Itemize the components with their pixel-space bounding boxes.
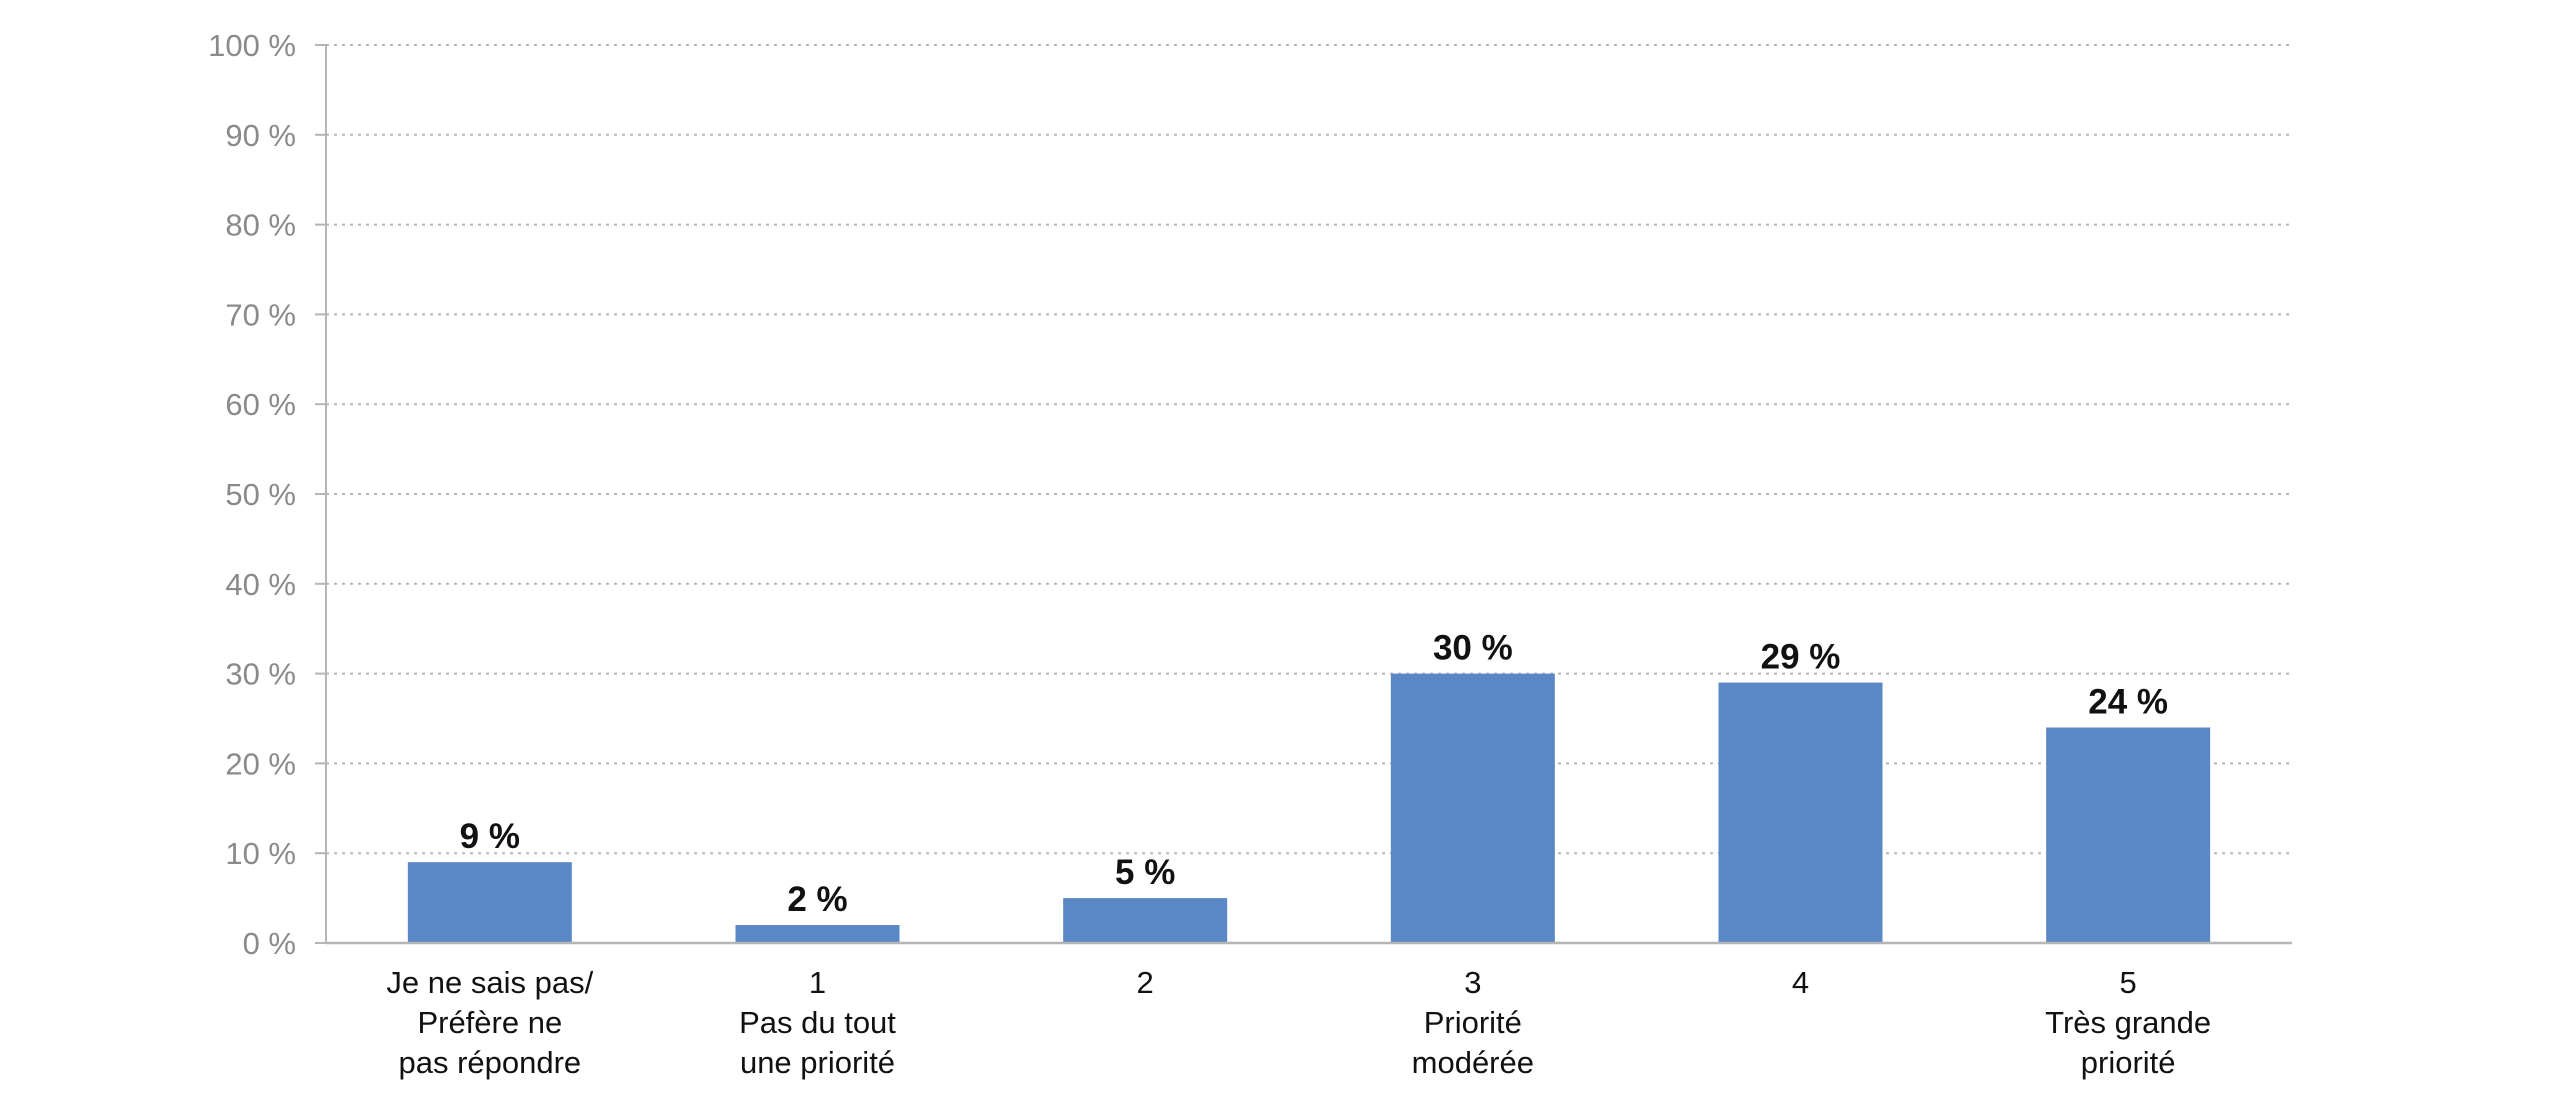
x-axis: Je ne sais pas/Préfère ne pas répondre 1 Pa… bbox=[326, 941, 2292, 1080]
x-category-label-line: une priorité bbox=[740, 1045, 895, 1080]
data-label: 5 % bbox=[1115, 853, 1175, 892]
x-category-label-line: Très grande bbox=[2045, 1005, 2211, 1040]
x-category-label: 5 Très grande priorité bbox=[2045, 965, 2211, 1080]
y-tick-label: 60 % bbox=[225, 387, 296, 422]
bar bbox=[1063, 898, 1228, 943]
data-label: 24 % bbox=[2088, 682, 2168, 721]
bar bbox=[407, 862, 572, 943]
data-label: 9 % bbox=[460, 817, 520, 856]
y-tick-label: 0 % bbox=[243, 926, 296, 961]
x-category-label-line: 4 bbox=[1792, 965, 1809, 1000]
x-category-label-line: 3 bbox=[1464, 965, 1481, 1000]
bars: 9 % 2 % 5 % 30 % 29 % 24 % bbox=[407, 629, 2211, 943]
y-tick-label: 50 % bbox=[225, 477, 296, 512]
y-tick-label: 80 % bbox=[225, 208, 296, 243]
x-category-label-line: Préfère ne bbox=[417, 1005, 562, 1040]
data-label: 30 % bbox=[1433, 629, 1513, 668]
bar bbox=[735, 925, 900, 943]
y-tick-label: 30 % bbox=[225, 657, 296, 692]
x-category-label-line: Je ne sais pas/ bbox=[386, 965, 593, 1000]
x-category-label: 1 Pas du tout une priorité bbox=[739, 965, 896, 1080]
x-category-label-line: Priorité bbox=[1424, 1005, 1522, 1040]
data-label: 29 % bbox=[1761, 638, 1841, 677]
x-category-label-line: pas répondre bbox=[398, 1045, 581, 1080]
x-category-label-line: priorité bbox=[2081, 1045, 2176, 1080]
x-category-label: 3 Priorité modérée bbox=[1412, 965, 1534, 1080]
data-label: 2 % bbox=[787, 880, 847, 919]
bar bbox=[1390, 673, 1555, 943]
x-category-label-line: modérée bbox=[1412, 1045, 1534, 1080]
y-tick-label: 90 % bbox=[225, 118, 296, 153]
y-tick-label: 40 % bbox=[225, 567, 296, 602]
bar bbox=[2046, 727, 2211, 943]
y-tick-label: 100 % bbox=[208, 28, 296, 63]
y-tick-label: 70 % bbox=[225, 297, 296, 332]
x-category-label: Je ne sais pas/Préfère ne pas répondre bbox=[386, 965, 593, 1080]
x-category-label-line: 5 bbox=[2120, 965, 2137, 1000]
y-tick-label: 10 % bbox=[225, 836, 296, 871]
x-category-label: 2 bbox=[1137, 965, 1154, 1000]
x-category-label-line: 2 bbox=[1137, 965, 1154, 1000]
x-category-label-line: 1 bbox=[809, 965, 826, 1000]
y-tick-label: 20 % bbox=[225, 746, 296, 781]
bar bbox=[1718, 682, 1883, 943]
y-axis: 0 % 10 % 20 % 30 % 40 % 50 % 60 % 70 % 80 % 90 % 1… bbox=[208, 28, 327, 961]
x-category-label-line: Pas du tout bbox=[739, 1005, 896, 1040]
x-category-label: 4 bbox=[1792, 965, 1809, 1000]
gridlines bbox=[326, 44, 2292, 855]
